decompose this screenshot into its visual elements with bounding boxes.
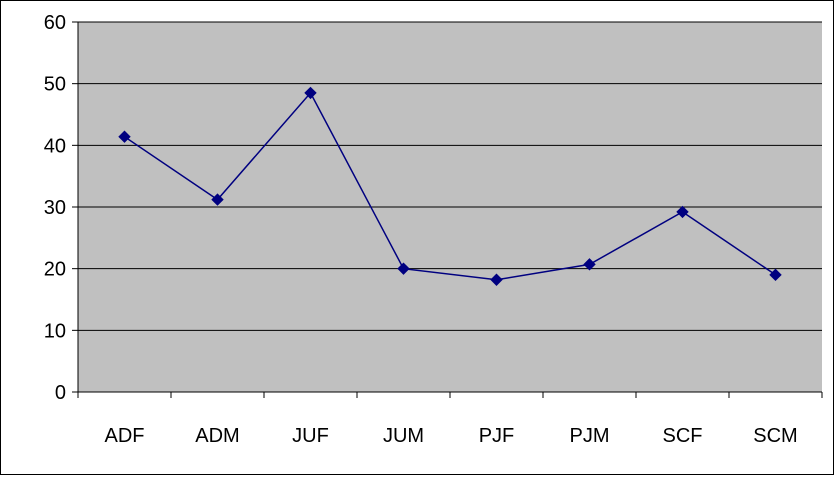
x-tick-label: ADM — [195, 425, 239, 447]
series-line — [124, 91, 776, 281]
data-point-marker — [397, 262, 410, 275]
axes — [72, 21, 823, 398]
data-point-marker — [490, 273, 503, 286]
x-tick-label: JUF — [292, 425, 329, 447]
y-axis-tick-labels: 0 10 20 30 40 50 60 — [44, 12, 66, 404]
y-tick-label: 60 — [44, 12, 66, 34]
y-tick-label: 20 — [44, 259, 66, 281]
data-point-marker — [304, 86, 317, 100]
series-layer — [118, 86, 782, 286]
y-tick-label: 50 — [44, 74, 66, 96]
data-point-marker — [676, 205, 689, 219]
y-tick-label: 10 — [44, 320, 66, 342]
x-tick-label: JUM — [383, 425, 424, 447]
data-point-marker — [583, 258, 596, 271]
data-point-marker — [118, 130, 131, 143]
x-axis-tick-labels: ADF ADM JUF JUM PJF PJM SCF SCM — [105, 425, 798, 447]
gridlines — [78, 21, 822, 331]
data-point-marker — [211, 193, 224, 206]
data-point-marker — [769, 268, 782, 282]
x-tick-label: SCF — [663, 425, 703, 447]
x-tick-label: PJM — [570, 425, 610, 447]
x-tick-label: SCM — [753, 425, 797, 447]
y-tick-label: 30 — [44, 197, 66, 219]
y-tick-label: 0 — [55, 382, 66, 404]
x-tick-label: ADF — [105, 425, 145, 447]
series — [118, 86, 782, 286]
y-tick-label: 40 — [44, 135, 66, 157]
x-tick-label: PJF — [479, 425, 515, 447]
